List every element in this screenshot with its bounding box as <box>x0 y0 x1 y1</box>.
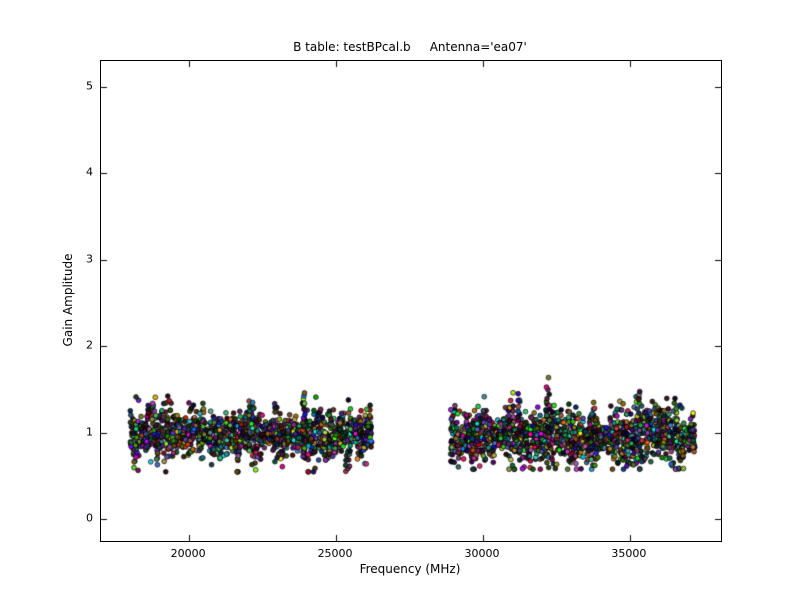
scatter-points-canvas <box>101 61 721 541</box>
x-tick-label: 20000 <box>170 547 206 560</box>
axes-area <box>100 60 722 542</box>
x-tick-label: 30000 <box>464 547 500 560</box>
x-tick-label: 35000 <box>611 547 647 560</box>
y-tick-label: 0 <box>86 511 93 525</box>
y-tick-label: 2 <box>86 338 93 352</box>
plot-title: B table: testBPcal.b Antenna='ea07' <box>293 40 527 54</box>
x-axis-label: Frequency (MHz) <box>359 562 461 576</box>
y-tick-label: 3 <box>86 252 93 266</box>
y-tick-label: 5 <box>86 79 93 93</box>
y-tick-label: 4 <box>86 165 93 179</box>
x-tick-label: 25000 <box>317 547 353 560</box>
y-axis-label: Gain Amplitude <box>61 253 75 347</box>
y-tick-label: 1 <box>86 425 93 439</box>
